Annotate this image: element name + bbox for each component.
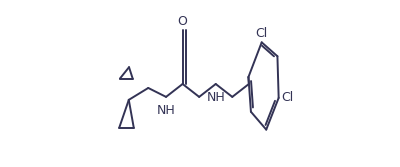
Text: Cl: Cl xyxy=(256,27,268,40)
Text: Cl: Cl xyxy=(282,91,294,104)
Text: NH: NH xyxy=(206,91,225,104)
Text: O: O xyxy=(178,15,188,28)
Text: NH: NH xyxy=(157,104,176,117)
